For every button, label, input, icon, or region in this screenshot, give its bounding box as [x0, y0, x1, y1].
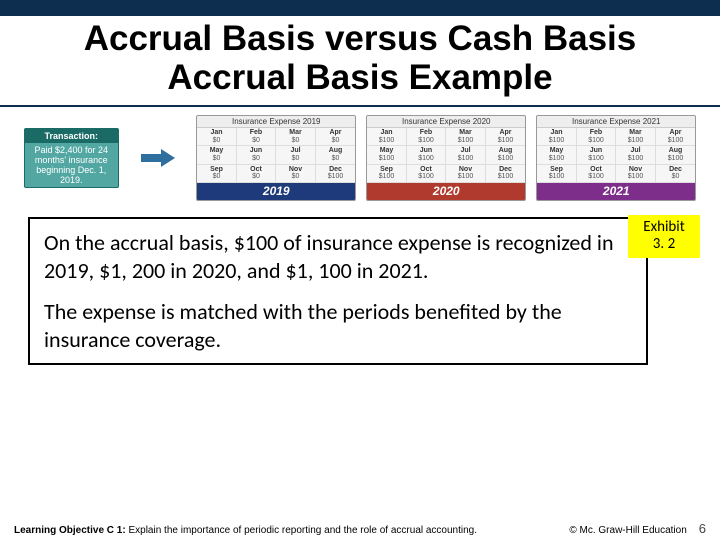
calendar-cell: Sep$100 — [537, 165, 577, 183]
calendar-cell: Apr$100 — [486, 128, 526, 146]
calendar-cell: Sep$100 — [367, 165, 407, 183]
calendar-cell: Nov$0 — [276, 165, 316, 183]
calendar-title: Insurance Expense 2020 — [367, 116, 525, 128]
explanation-p2: The expense is matched with the periods … — [44, 298, 632, 353]
calendar-cell: Jun$100 — [407, 146, 447, 164]
exhibit-line2: 3. 2 — [630, 236, 698, 253]
learning-objective-text: Explain the importance of periodic repor… — [126, 525, 477, 536]
page-number: 6 — [699, 521, 706, 536]
calendar-cell: Apr$100 — [656, 128, 696, 146]
calendar-2019: Insurance Expense 2019Jan$0Feb$0Mar$0Apr… — [196, 115, 356, 201]
arrow-icon — [141, 149, 175, 167]
calendar-cell: Aug$0 — [316, 146, 356, 164]
calendar-cell: Feb$100 — [577, 128, 617, 146]
copyright: © Mc. Graw-Hill Education — [569, 525, 686, 536]
calendar-cell: Nov$100 — [616, 165, 656, 183]
calendar-container: Insurance Expense 2019Jan$0Feb$0Mar$0Apr… — [196, 115, 696, 201]
transaction-box: Transaction: Paid $2,400 for 24 months' … — [24, 128, 119, 188]
header-bar — [0, 0, 720, 16]
calendar-cell: Jun$100 — [577, 146, 617, 164]
calendar-title: Insurance Expense 2019 — [197, 116, 355, 128]
slide-title: Accrual Basis versus Cash Basis Accrual … — [0, 16, 720, 107]
footer: Learning Objective C 1: Explain the impo… — [0, 521, 720, 536]
calendar-cell: Aug$100 — [486, 146, 526, 164]
calendar-cell: Oct$100 — [407, 165, 447, 183]
calendar-cell: Dec$100 — [316, 165, 356, 183]
calendar-cell: Mar$0 — [276, 128, 316, 146]
calendar-cell: Mar$100 — [616, 128, 656, 146]
calendar-cell: Sep$0 — [197, 165, 237, 183]
calendar-2020: Insurance Expense 2020Jan$100Feb$100Mar$… — [366, 115, 526, 201]
exhibit-badge: Exhibit 3. 2 — [628, 215, 700, 258]
transaction-body: Paid $2,400 for 24 months' insurance beg… — [28, 145, 115, 185]
calendar-grid: Jan$100Feb$100Mar$100Apr$100 May$100Jun$1… — [537, 128, 695, 183]
calendar-cell: Jan$100 — [537, 128, 577, 146]
footer-right: © Mc. Graw-Hill Education 6 — [569, 521, 706, 536]
calendar-year-band: 2019 — [197, 183, 355, 200]
calendar-cell: Jul$100 — [616, 146, 656, 164]
calendar-cell: Jan$0 — [197, 128, 237, 146]
calendar-cell: Oct$100 — [577, 165, 617, 183]
calendar-cell: May$100 — [537, 146, 577, 164]
calendar-year-band: 2020 — [367, 183, 525, 200]
calendar-cell: Feb$100 — [407, 128, 447, 146]
calendar-grid: Jan$0Feb$0Mar$0Apr$0 May$0Jun$0Jul$0Aug$0… — [197, 128, 355, 183]
calendar-cell: Oct$0 — [237, 165, 277, 183]
calendar-cell: Nov$100 — [446, 165, 486, 183]
calendar-cell: Apr$0 — [316, 128, 356, 146]
calendar-cell: Jun$0 — [237, 146, 277, 164]
calendar-cell: Dec$0 — [656, 165, 696, 183]
body-area: Exhibit 3. 2 On the accrual basis, $100 … — [0, 207, 720, 371]
calendar-cell: Mar$100 — [446, 128, 486, 146]
exhibit-line1: Exhibit — [630, 219, 698, 236]
calendar-2021: Insurance Expense 2021Jan$100Feb$100Mar$… — [536, 115, 696, 201]
calendar-cell: May$0 — [197, 146, 237, 164]
learning-objective: Learning Objective C 1: Explain the impo… — [14, 525, 477, 537]
calendar-cell: May$100 — [367, 146, 407, 164]
diagram-row: Transaction: Paid $2,400 for 24 months' … — [0, 107, 720, 207]
calendar-cell: Jul$100 — [446, 146, 486, 164]
calendar-cell: Aug$100 — [656, 146, 696, 164]
calendar-year-band: 2021 — [537, 183, 695, 200]
transaction-heading: Transaction: — [25, 129, 118, 143]
calendar-cell: Dec$100 — [486, 165, 526, 183]
title-line-2: Accrual Basis Example — [10, 59, 710, 98]
calendar-cell: Jan$100 — [367, 128, 407, 146]
calendar-cell: Jul$0 — [276, 146, 316, 164]
explanation-p1: On the accrual basis, $100 of insurance … — [44, 229, 632, 284]
calendar-grid: Jan$100Feb$100Mar$100Apr$100 May$100Jun$1… — [367, 128, 525, 183]
title-line-1: Accrual Basis versus Cash Basis — [10, 20, 710, 59]
learning-objective-label: Learning Objective C 1: — [14, 525, 126, 536]
explanation-box: On the accrual basis, $100 of insurance … — [28, 217, 648, 365]
calendar-cell: Feb$0 — [237, 128, 277, 146]
calendar-title: Insurance Expense 2021 — [537, 116, 695, 128]
